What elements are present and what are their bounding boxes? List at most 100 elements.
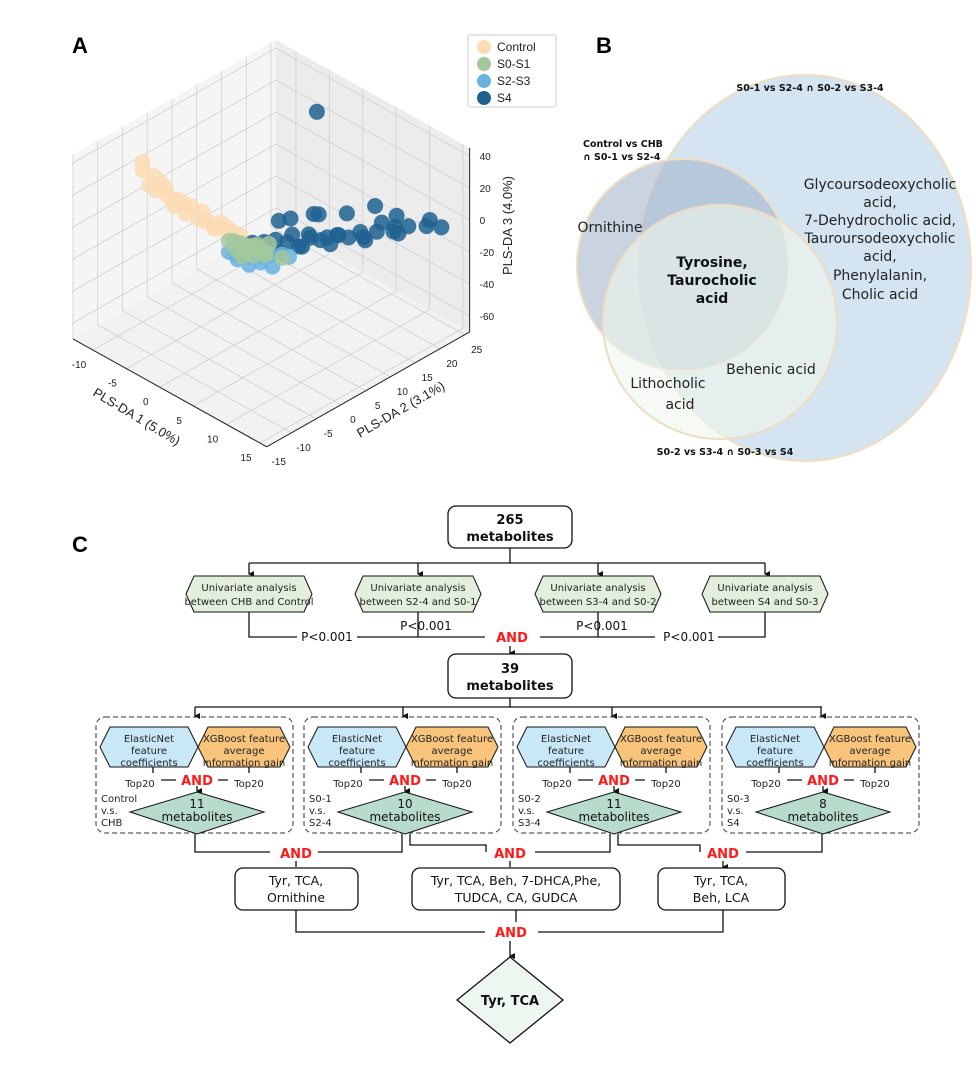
comparison-label: S0-2 (518, 794, 541, 805)
tick-labels: -10 -5 0 5 10 15 -15 -10 -5 0 5 10 15 20 25 40 20 0 -20 -40… (72, 152, 495, 468)
data-points (134, 103, 450, 275)
pvalue-1: P<0.001 (301, 630, 353, 644)
top20-label: Top20 (332, 779, 363, 790)
data-point (367, 198, 384, 214)
grid-line (72, 79, 277, 196)
final-label: Tyr, TCA (481, 994, 539, 1009)
connector (295, 910, 724, 933)
result-2-line2: TUDCA, CA, GUDCA (454, 890, 578, 905)
univariate-analysis-node (534, 575, 662, 613)
data-point (166, 198, 183, 215)
model-group-1: ElasticNet XGBoost feature feature average c… (95, 707, 294, 835)
univariate-line1: Univariate analysis (550, 583, 645, 594)
univariate-line2: between S3-4 and S0-2 (540, 597, 657, 608)
grid-line (275, 47, 470, 157)
xgboost-label: XGBoost feature (829, 734, 911, 745)
xgboost-label: XGBoost feature (203, 734, 285, 745)
selected-metabolites-node (545, 791, 683, 835)
elasticnet-label: feature (131, 746, 167, 757)
venn-set-left-label-line2: ∩ S0-1 vs S2-4 (583, 152, 661, 163)
comparison-label: v.s. (309, 806, 326, 817)
left-wall-pane (72, 40, 276, 339)
y-tick-label: 20 (446, 359, 458, 370)
grid-line (72, 111, 277, 228)
connector (778, 767, 876, 781)
grid-line (72, 207, 277, 324)
panel-label-c: C (72, 532, 88, 557)
venn-center-line1: Tyrosine, (676, 255, 747, 271)
data-point (305, 206, 322, 222)
xgboost-label: average (641, 746, 682, 757)
connector (360, 767, 458, 781)
venn-circle-bottom (602, 204, 838, 440)
xgboost-label: information gain (203, 758, 286, 769)
result-3-line2: Beh, LCA (693, 890, 750, 905)
venn-left-only: Ornithine (577, 220, 642, 236)
z-tick-label: -20 (480, 248, 495, 259)
univariate-line2: between S2-4 and S0-1 (360, 597, 477, 608)
axis-line (266, 331, 470, 448)
venn-top-only-line: acid, (863, 249, 897, 265)
data-point (421, 212, 438, 228)
selected-count: 11 (606, 797, 621, 811)
connector (249, 548, 765, 564)
and-operator: AND (495, 926, 527, 941)
elasticnet-label: feature (339, 746, 375, 757)
comparison-label: S4 (727, 818, 740, 829)
elasticnet-label: ElasticNet (750, 734, 800, 745)
venn-top-only-line: Glycoursodeoxycholic (804, 177, 957, 193)
legend-label: Control (497, 40, 536, 54)
data-point (284, 226, 301, 243)
result-node-3 (657, 867, 786, 911)
data-point (355, 229, 372, 246)
selected-count: 10 (397, 797, 412, 811)
and-operator: AND (496, 631, 528, 646)
univariate-line1: Univariate analysis (201, 583, 296, 594)
x-tick-label: 10 (207, 434, 219, 445)
xgboost-label: XGBoost feature (411, 734, 493, 745)
univariate-analysis-node (185, 575, 313, 613)
z-tick-label: 40 (480, 152, 492, 163)
grid-line (193, 290, 397, 407)
y-tick-label: 25 (471, 345, 483, 356)
venn-left-bottom-line2: acid (665, 397, 694, 413)
grid-line (275, 111, 470, 221)
elasticnet-label: coefficients (328, 758, 385, 769)
univariate-line1: Univariate analysis (370, 583, 465, 594)
venn-top-only: Glycoursodeoxycholic acid, 7-Dehydrocholic… (803, 177, 956, 303)
result-3-line1: Tyr, TCA, (693, 873, 748, 888)
venn-top-only-line: Tauroursodeoxycholic (803, 231, 955, 247)
top20-label: Top20 (441, 779, 472, 790)
venn-set-left-label-line1: Control vs CHB (583, 139, 663, 150)
legend-marker (477, 74, 491, 88)
legend-label: S0-S1 (497, 57, 531, 71)
xgboost-label: average (850, 746, 891, 757)
data-point (147, 182, 164, 199)
pvalue-4: P<0.001 (663, 630, 715, 644)
grid-line (72, 175, 277, 292)
xgboost-label: average (224, 746, 265, 757)
final-node (455, 956, 565, 1044)
x-tick-label: 15 (240, 453, 252, 464)
elasticnet-label: ElasticNet (124, 734, 174, 745)
y-tick-label: 0 (350, 415, 356, 426)
elasticnet-label: ElasticNet (541, 734, 591, 745)
univariate-analysis-node (701, 575, 829, 613)
flowchart: 265 metabolites Univariate analysis betwe… (95, 505, 920, 1044)
z-tick-label: 20 (480, 184, 492, 195)
data-point (388, 207, 405, 224)
grid-line (259, 327, 464, 444)
venn-top-only-line: Cholic acid (842, 287, 918, 303)
connector (248, 612, 766, 638)
x-axis-label: PLS-DA 1 (5.0%) (90, 385, 183, 449)
univariate-line1: Univariate analysis (717, 583, 812, 594)
legend-label: S2-S3 (497, 74, 531, 88)
data-point (274, 249, 291, 266)
comparison-label: S2-4 (309, 818, 332, 829)
result-2-line1: Tyr, TCA, Beh, 7-DHCA,Phe, (430, 873, 601, 888)
series-control (134, 154, 249, 244)
venn-top-only-line: Phenylalanin, (833, 268, 927, 284)
elasticnet-label: feature (757, 746, 793, 757)
selected-label: metabolites (787, 810, 858, 824)
